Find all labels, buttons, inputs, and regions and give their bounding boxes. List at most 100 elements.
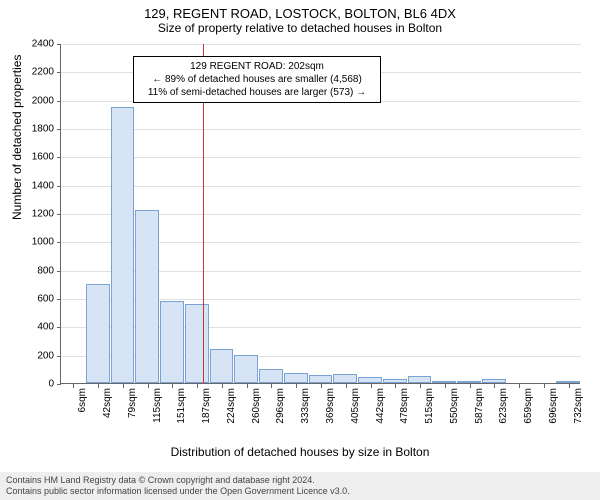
gridline [61,129,581,130]
ytick-mark [57,157,61,158]
xtick-mark [494,384,495,388]
xtick-label: 6sqm [77,388,88,412]
xtick-label: 151sqm [176,388,187,424]
gridline [61,186,581,187]
ytick-label: 1600 [14,152,54,163]
xtick-mark [296,384,297,388]
histogram-bar [432,381,456,383]
ytick-label: 2200 [14,67,54,78]
xtick-label: 550sqm [449,388,460,424]
xtick-mark [197,384,198,388]
ytick-mark [57,44,61,45]
footer-line-1: Contains HM Land Registry data © Crown c… [6,475,594,486]
ytick-label: 1800 [14,124,54,135]
xtick-label: 79sqm [127,388,138,418]
xtick-mark [271,384,272,388]
attribution-footer: Contains HM Land Registry data © Crown c… [0,472,600,500]
xtick-mark [395,384,396,388]
xtick-mark [148,384,149,388]
xtick-mark [470,384,471,388]
xtick-label: 732sqm [573,388,584,424]
x-axis-label: Distribution of detached houses by size … [0,445,600,459]
plot-area: 0200400600800100012001400160018002000220… [60,44,580,384]
callout-box: 129 REGENT ROAD: 202sqm← 89% of detached… [133,56,381,103]
xtick-mark [172,384,173,388]
footer-line-2: Contains public sector information licen… [6,486,594,497]
ytick-label: 400 [14,322,54,333]
histogram-bar [210,349,234,383]
histogram-bar [185,304,209,383]
xtick-label: 333sqm [300,388,311,424]
xtick-mark [371,384,372,388]
ytick-label: 1000 [14,237,54,248]
ytick-mark [57,101,61,102]
xtick-mark [123,384,124,388]
xtick-mark [420,384,421,388]
ytick-label: 0 [14,379,54,390]
histogram-bar [111,107,135,383]
ytick-mark [57,129,61,130]
histogram-bar [358,377,382,383]
xtick-mark [247,384,248,388]
ytick-mark [57,327,61,328]
xtick-label: 296sqm [275,388,286,424]
ytick-label: 600 [14,294,54,305]
histogram-bar [309,375,333,384]
gridline [61,44,581,45]
xtick-label: 623sqm [498,388,509,424]
xtick-mark [321,384,322,388]
histogram-bar [234,355,258,383]
ytick-mark [57,356,61,357]
xtick-mark [569,384,570,388]
callout-line-3: 11% of semi-detached houses are larger (… [140,86,374,99]
gridline [61,157,581,158]
ytick-mark [57,186,61,187]
ytick-label: 1200 [14,209,54,220]
ytick-mark [57,72,61,73]
page-subtitle: Size of property relative to detached ho… [0,21,600,35]
xtick-label: 260sqm [251,388,262,424]
ytick-mark [57,299,61,300]
histogram-bar [160,301,184,383]
xtick-mark [346,384,347,388]
ytick-label: 2400 [14,39,54,50]
histogram-bar [284,373,308,383]
xtick-mark [73,384,74,388]
xtick-label: 224sqm [226,388,237,424]
ytick-mark [57,384,61,385]
xtick-label: 587sqm [474,388,485,424]
histogram-bar [457,381,481,383]
xtick-label: 659sqm [523,388,534,424]
ytick-mark [57,242,61,243]
histogram-bar [383,379,407,383]
histogram-bar [135,210,159,383]
xtick-mark [222,384,223,388]
histogram-bar [408,376,432,383]
xtick-label: 696sqm [548,388,559,424]
ytick-mark [57,271,61,272]
histogram-bar [333,374,357,383]
xtick-label: 442sqm [375,388,386,424]
ytick-label: 800 [14,265,54,276]
xtick-label: 405sqm [350,388,361,424]
histogram-bar [86,284,110,383]
xtick-label: 42sqm [102,388,113,418]
xtick-mark [98,384,99,388]
xtick-mark [544,384,545,388]
xtick-label: 515sqm [424,388,435,424]
ytick-mark [57,214,61,215]
callout-line-2: ← 89% of detached houses are smaller (4,… [140,73,374,86]
xtick-label: 187sqm [201,388,212,424]
xtick-mark [445,384,446,388]
xtick-label: 115sqm [152,388,163,423]
histogram-chart: 0200400600800100012001400160018002000220… [60,44,580,424]
ytick-label: 200 [14,350,54,361]
ytick-label: 1400 [14,180,54,191]
xtick-label: 478sqm [399,388,410,424]
y-axis-label: Number of detached properties [10,55,24,220]
xtick-mark [519,384,520,388]
xtick-label: 369sqm [325,388,336,424]
histogram-bar [556,381,580,383]
page-title: 129, REGENT ROAD, LOSTOCK, BOLTON, BL6 4… [0,0,600,21]
ytick-label: 2000 [14,95,54,106]
